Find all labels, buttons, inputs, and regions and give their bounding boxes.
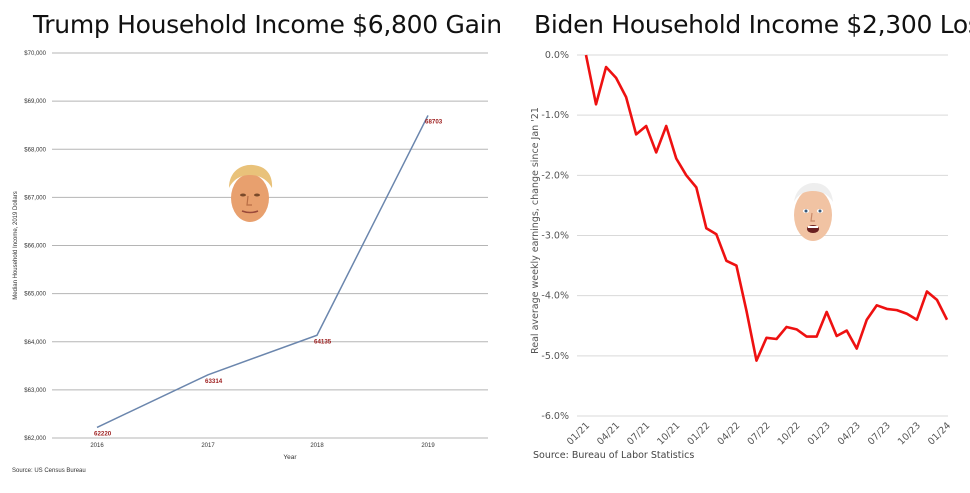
left-chart-panel: Trump Household Income $6,800 Gain $62,0… xyxy=(12,10,502,474)
source-label: Source: Bureau of Labor Statistics xyxy=(533,450,694,461)
y-axis-label: Real average weekly earnings, change sin… xyxy=(530,107,541,354)
x-tick-label: 2016 xyxy=(90,443,104,449)
y-tick-label: $69,000 xyxy=(24,99,46,105)
y-tick-label: -2.0% xyxy=(541,170,569,181)
left-chart-title: Trump Household Income $6,800 Gain xyxy=(33,10,502,39)
x-tick-label: 10/22 xyxy=(776,420,803,447)
x-tick-label: 04/21 xyxy=(595,420,622,447)
y-tick-label: $62,000 xyxy=(24,436,46,442)
series-line xyxy=(584,54,949,362)
y-tick-label: $64,000 xyxy=(24,340,46,346)
y-tick-label: $70,000 xyxy=(24,51,46,57)
y-tick-label: -6.0% xyxy=(541,411,569,422)
y-tick-label: $67,000 xyxy=(24,195,46,201)
y-tick-label: -1.0% xyxy=(541,110,569,121)
x-tick-label: 01/22 xyxy=(685,420,712,447)
right-chart-panel: Biden Household Income $2,300 Lose 0.0% -… xyxy=(500,0,970,493)
data-label: 68703 xyxy=(425,118,443,125)
x-tick-label: 04/22 xyxy=(715,420,742,447)
x-tick-label: 07/21 xyxy=(625,420,652,447)
y-tick-label: $63,000 xyxy=(24,388,46,394)
x-axis-label: Year xyxy=(283,454,297,461)
source-label: Source: US Census Bureau xyxy=(12,468,86,474)
y-tick-label: $65,000 xyxy=(24,292,46,298)
trump-face xyxy=(225,162,275,224)
x-tick-label: 2018 xyxy=(310,443,324,449)
right-chart-plot: 0.0% -1.0% -2.0% -3.0% -4.0% -5.0% -6.0% Real a… xyxy=(530,50,953,461)
data-label: 64135 xyxy=(314,338,332,345)
x-tick-label: 2017 xyxy=(201,443,215,449)
x-tick-label: 07/23 xyxy=(866,420,893,447)
x-tick-label: 01/24 xyxy=(926,420,953,447)
x-tick-label: 01/23 xyxy=(806,420,833,447)
y-tick-label: -4.0% xyxy=(541,291,569,302)
x-tick-label: 04/23 xyxy=(836,420,863,447)
x-tick-label: 07/22 xyxy=(745,420,772,447)
y-tick-label: $66,000 xyxy=(24,244,46,250)
series-line xyxy=(96,115,429,429)
left-chart-plot: $62,000 $63,000 $64,000 $65,000 $66,000 $67,0… xyxy=(12,51,488,474)
biden-face xyxy=(788,180,838,244)
y-axis-label: Median Household Income, 2019 Dollars xyxy=(13,191,19,299)
x-tick-label: 10/23 xyxy=(896,420,923,447)
y-tick-label: -3.0% xyxy=(541,231,569,242)
y-tick-label: -5.0% xyxy=(541,351,569,362)
x-tick-label: 2019 xyxy=(421,443,435,449)
y-tick-label: $68,000 xyxy=(24,147,46,153)
right-chart-title: Biden Household Income $2,300 Lose xyxy=(534,10,970,39)
x-tick-label: 01/21 xyxy=(565,420,592,447)
y-tick-label: 0.0% xyxy=(545,50,569,61)
x-tick-label: 10/21 xyxy=(655,420,682,447)
data-label: 63314 xyxy=(205,378,223,385)
data-label: 62220 xyxy=(94,430,112,437)
